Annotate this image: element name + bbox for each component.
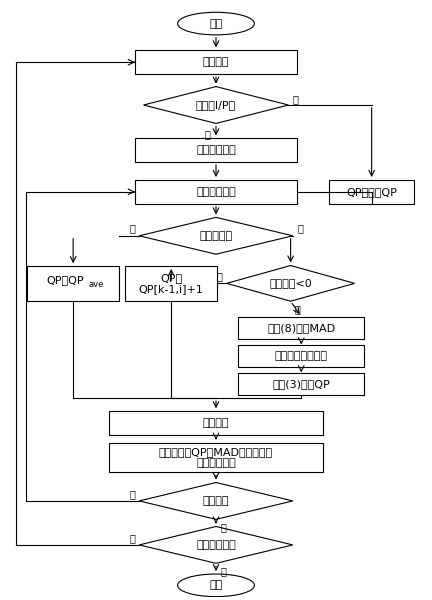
Text: 开始: 开始	[210, 19, 222, 29]
Text: 否: 否	[295, 304, 301, 314]
Text: 通过(8)计算MAD: 通过(8)计算MAD	[267, 323, 335, 333]
Text: 通过(3)计算QP: 通过(3)计算QP	[273, 379, 330, 389]
Text: 是: 是	[220, 566, 226, 577]
FancyBboxPatch shape	[109, 443, 323, 472]
Text: 是: 是	[220, 523, 226, 532]
Text: 是: 是	[129, 224, 135, 233]
Text: 完成一帧: 完成一帧	[203, 496, 229, 506]
Text: 第一个宏块: 第一个宏块	[200, 231, 232, 241]
Text: 是: 是	[216, 271, 222, 281]
Text: QP＝
QP[k-1,i]+1: QP＝ QP[k-1,i]+1	[139, 272, 203, 294]
Text: ave: ave	[89, 280, 104, 289]
FancyBboxPatch shape	[135, 139, 297, 162]
Text: 宏块编码: 宏块编码	[203, 418, 229, 428]
Text: 宏块级别比特分配: 宏块级别比特分配	[275, 351, 328, 361]
Polygon shape	[143, 86, 289, 124]
FancyBboxPatch shape	[135, 180, 297, 204]
Polygon shape	[227, 266, 355, 301]
Text: 载入一个宏块: 载入一个宏块	[196, 187, 236, 197]
Text: 帧级比特分配: 帧级比特分配	[196, 145, 236, 155]
FancyBboxPatch shape	[135, 50, 297, 74]
Polygon shape	[139, 482, 293, 520]
Polygon shape	[139, 526, 293, 563]
Text: QP＝初始QP: QP＝初始QP	[346, 187, 397, 197]
FancyBboxPatch shape	[27, 266, 119, 301]
Text: 记录宏块的QP、MAD和比特数，
更剩余比特数: 记录宏块的QP、MAD和比特数， 更剩余比特数	[159, 447, 273, 469]
Text: 载入一帧: 载入一帧	[203, 57, 229, 67]
Text: QP＝QP: QP＝QP	[47, 275, 84, 286]
Polygon shape	[139, 217, 293, 254]
Text: 完成一个序列: 完成一个序列	[196, 540, 236, 550]
Text: 结束: 结束	[210, 580, 222, 590]
Text: 剩余比特<0: 剩余比特<0	[269, 278, 312, 289]
Ellipse shape	[178, 12, 254, 35]
Ellipse shape	[178, 574, 254, 596]
FancyBboxPatch shape	[238, 373, 364, 395]
FancyBboxPatch shape	[125, 266, 217, 301]
Text: 否: 否	[129, 489, 135, 499]
Text: 是: 是	[293, 94, 299, 104]
FancyBboxPatch shape	[109, 411, 323, 435]
Text: 否: 否	[204, 130, 210, 139]
Text: 否: 否	[129, 533, 135, 543]
FancyBboxPatch shape	[238, 344, 364, 367]
FancyBboxPatch shape	[238, 317, 364, 339]
Text: 第一个I/P帧: 第一个I/P帧	[196, 100, 236, 110]
FancyBboxPatch shape	[329, 180, 414, 204]
Text: 否: 否	[297, 224, 303, 233]
